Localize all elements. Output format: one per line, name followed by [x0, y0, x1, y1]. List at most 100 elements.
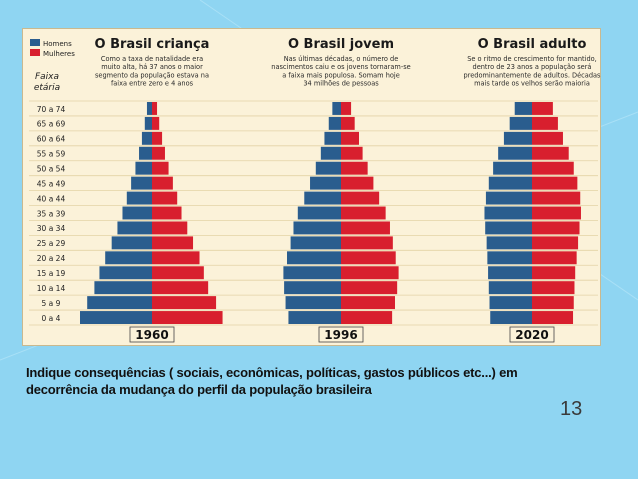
bar-women: [341, 266, 399, 280]
bar-women: [532, 266, 576, 280]
bar-men: [111, 236, 152, 250]
bar-men: [105, 251, 152, 265]
bar-women: [152, 176, 173, 190]
bar-men: [117, 221, 152, 235]
bar-men: [146, 102, 152, 115]
bar-women: [152, 266, 204, 280]
bar-women: [532, 281, 575, 295]
bar-women: [152, 146, 165, 160]
age-tick-label: 65 a 69: [37, 120, 66, 129]
bar-women: [532, 102, 553, 115]
pyramid-title: O Brasil criança: [95, 37, 210, 52]
bar-men: [139, 146, 152, 160]
bar-men: [297, 206, 341, 220]
bar-men: [485, 191, 532, 205]
bar-men: [99, 266, 152, 280]
bar-women: [341, 102, 352, 115]
bar-men: [488, 281, 532, 295]
age-tick-label: 30 a 34: [37, 224, 66, 233]
bar-women: [341, 236, 393, 250]
pyramid-note-line: muito alta, há 37 anos o maior: [101, 63, 203, 71]
age-tick-label: 35 a 39: [37, 209, 66, 218]
bar-men: [87, 296, 152, 310]
bar-women: [341, 281, 398, 295]
bar-women: [152, 251, 200, 265]
pyramid-2020: O Brasil adulto Se o ritmo de crescimento…: [463, 37, 601, 343]
year-label: 1996: [324, 328, 357, 342]
pyramids: O Brasil criança Como a taxa de natalidad…: [80, 37, 601, 343]
pyramid-note-line: faixa entre zero e 4 anos: [111, 80, 194, 88]
pyramid-note-line: segmento da população estava na: [95, 71, 209, 79]
legend-swatch-women: [30, 49, 40, 56]
bar-women: [341, 116, 355, 130]
legend: Homens Mulheres Faixa etária: [30, 39, 75, 93]
bar-men: [485, 221, 532, 235]
bar-men: [488, 266, 532, 280]
bar-men: [283, 266, 341, 280]
bar-men: [287, 251, 341, 265]
slide-number: 13: [560, 398, 583, 420]
bar-women: [341, 131, 359, 145]
bar-women: [532, 236, 579, 250]
bar-men: [144, 116, 152, 130]
age-tick-label: 5 a 9: [42, 299, 61, 308]
bar-women: [532, 206, 581, 220]
bar-women: [152, 236, 194, 250]
age-tick-label: 70 a 74: [37, 105, 66, 114]
legend-label-women: Mulheres: [43, 50, 75, 58]
age-tick-label: 55 a 59: [37, 150, 66, 159]
pyramid-title: O Brasil jovem: [288, 37, 394, 52]
pyramid-note-line: Nas últimas décadas, o número de: [284, 55, 399, 63]
bar-women: [532, 146, 569, 160]
age-tick-label: 15 a 19: [37, 269, 66, 278]
bar-women: [341, 146, 363, 160]
age-tick-label: 10 a 14: [37, 284, 66, 293]
legend-swatch-men: [30, 39, 40, 46]
bar-women: [532, 311, 574, 324]
bar-men: [487, 251, 532, 265]
bar-men: [332, 102, 341, 115]
bar-men: [320, 146, 341, 160]
bar-women: [341, 176, 374, 190]
pyramid-title: O Brasil adulto: [478, 37, 587, 52]
bar-men: [285, 296, 341, 310]
age-tick-label: 20 a 24: [37, 254, 66, 263]
pyramid-1996: O Brasil jovem Nas últimas décadas, o núm…: [271, 37, 411, 343]
bar-men: [284, 281, 341, 295]
bar-men: [126, 191, 152, 205]
pyramid-note-line: dentro de 23 anos a população será: [473, 63, 592, 71]
year-box: [129, 326, 175, 343]
age-tick-label: 60 a 64: [37, 135, 66, 144]
pyramid-note-line: a faixa mais populosa. Somam hoje: [282, 71, 400, 79]
bar-men: [328, 116, 341, 130]
age-axis-title-line1: Faixa: [35, 72, 59, 82]
bar-men: [493, 161, 532, 175]
bar-women: [152, 296, 217, 310]
bar-men: [498, 146, 532, 160]
pyramid-note-line: 34 milhões de pessoas: [303, 80, 379, 88]
bar-men: [288, 311, 341, 324]
row-gridlines: [29, 100, 598, 326]
pyramid-note-line: nascimentos caiu e os jovens tornaram-se: [271, 63, 410, 71]
bar-men: [293, 221, 341, 235]
year-box: [318, 326, 364, 343]
population-pyramids-figure: Homens Mulheres Faixa etária 0 a 4 5 a 9 1…: [22, 28, 601, 346]
bar-men: [131, 176, 152, 190]
bar-women: [152, 311, 223, 324]
bar-women: [341, 191, 380, 205]
bar-women: [152, 221, 188, 235]
bar-men: [315, 161, 341, 175]
year-label: 1960: [135, 328, 168, 342]
bar-women: [341, 296, 395, 310]
bar-women: [532, 251, 577, 265]
bar-women: [532, 296, 574, 310]
bar-women: [532, 161, 574, 175]
age-axis: 0 a 4 5 a 9 10 a 14 15 a 19 20 a 24 25 a 29 30…: [37, 105, 66, 323]
bar-women: [532, 176, 578, 190]
age-tick-label: 0 a 4: [42, 314, 61, 323]
bar-women: [152, 131, 163, 145]
age-tick-label: 40 a 44: [37, 194, 66, 203]
bar-women: [152, 161, 169, 175]
bar-men: [490, 311, 532, 324]
age-tick-label: 45 a 49: [37, 179, 66, 188]
